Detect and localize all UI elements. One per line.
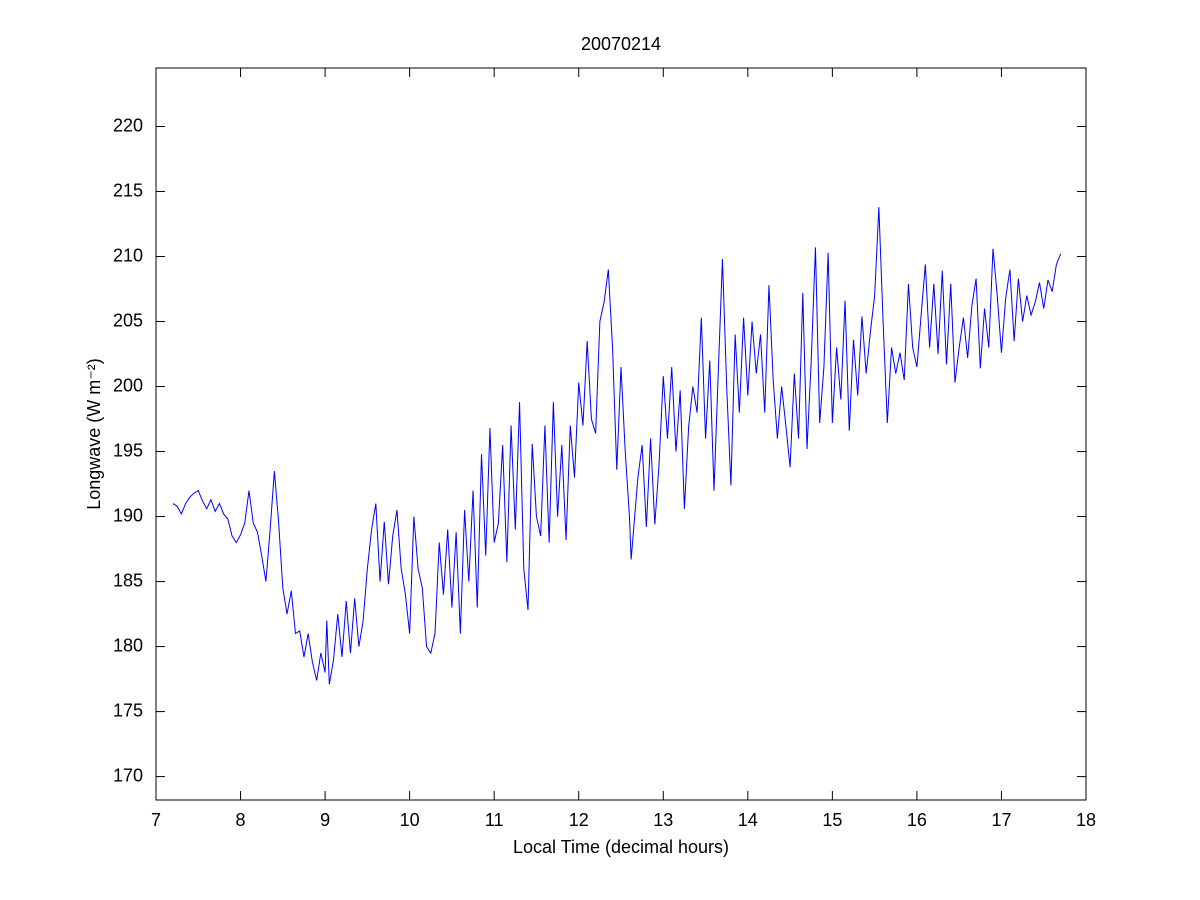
y-tick-label: 215 bbox=[113, 180, 143, 200]
x-tick-label: 18 bbox=[1076, 810, 1096, 830]
x-tick-label: 10 bbox=[400, 810, 420, 830]
plot-frame bbox=[155, 67, 1087, 801]
x-tick-label: 11 bbox=[485, 810, 504, 830]
y-tick-label: 220 bbox=[113, 115, 143, 135]
y-tick-label: 180 bbox=[113, 635, 143, 655]
x-axis-label: Local Time (decimal hours) bbox=[513, 837, 729, 857]
y-axis-label: Longwave (W m⁻²) bbox=[84, 358, 104, 510]
x-tick-label: 7 bbox=[151, 810, 161, 830]
x-tick-label: 8 bbox=[236, 810, 246, 830]
y-tick-label: 185 bbox=[113, 570, 143, 590]
y-tick-label: 170 bbox=[113, 765, 143, 785]
y-tick-label: 195 bbox=[113, 440, 143, 460]
data-line bbox=[172, 207, 1062, 685]
chart-title: 20070214 bbox=[581, 34, 661, 54]
x-tick-label: 13 bbox=[653, 810, 673, 830]
x-tick-label: 15 bbox=[822, 810, 842, 830]
x-tick-label: 17 bbox=[991, 810, 1011, 830]
y-tick-label: 205 bbox=[113, 310, 143, 330]
x-tick-label: 16 bbox=[907, 810, 927, 830]
y-tick-label: 190 bbox=[113, 505, 143, 525]
y-tick-label: 200 bbox=[113, 375, 143, 395]
x-tick-label: 14 bbox=[738, 810, 758, 830]
y-tick-label: 175 bbox=[113, 700, 143, 720]
x-tick-label: 12 bbox=[569, 810, 589, 830]
y-tick-label: 210 bbox=[113, 245, 143, 265]
x-tick-label: 9 bbox=[320, 810, 330, 830]
